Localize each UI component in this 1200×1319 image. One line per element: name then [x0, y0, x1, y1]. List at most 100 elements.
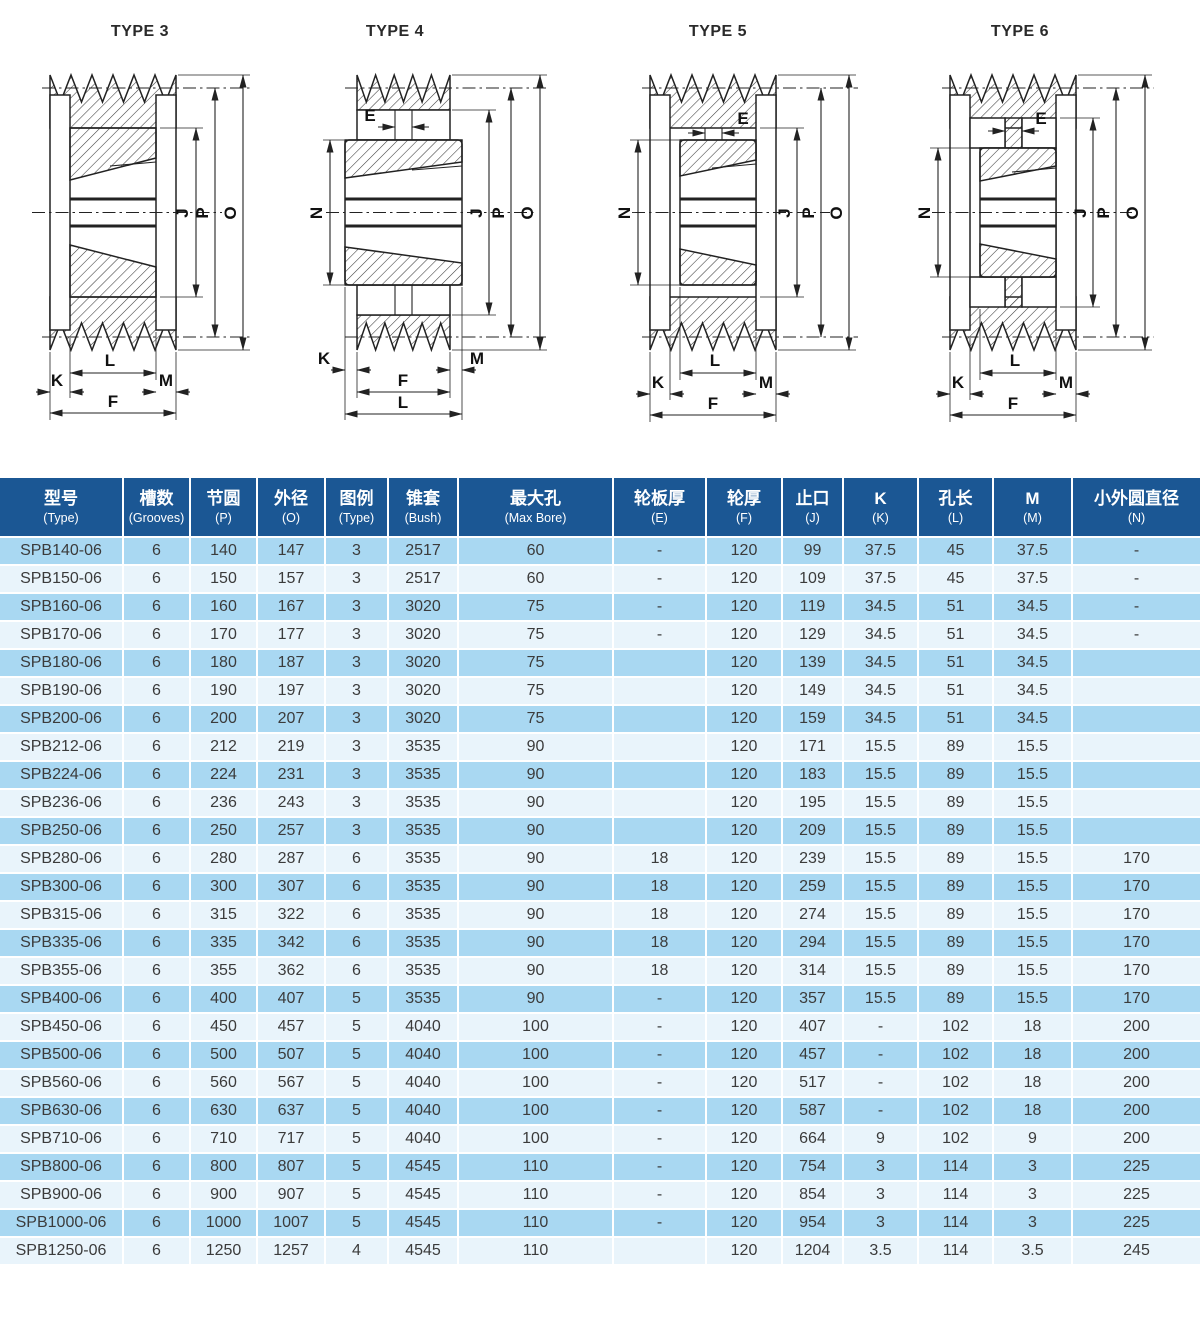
- table-cell: 89: [917, 760, 994, 790]
- dim-label-o: O: [1123, 206, 1142, 219]
- table-cell: 6: [122, 592, 191, 622]
- table-cell: 1204: [781, 1236, 844, 1266]
- column-header: 小外圆直径 (N): [1071, 478, 1200, 538]
- table-cell: 219: [256, 732, 326, 762]
- type-5-diagram: TYPE 5 E N: [600, 0, 900, 478]
- dim-label-n: N: [615, 207, 634, 219]
- table-cell: SPB335-06: [0, 928, 124, 958]
- table-cell: 3535: [387, 900, 459, 930]
- dim-label-l: L: [398, 393, 408, 412]
- dim-label-k: K: [318, 349, 331, 368]
- table-cell: 90: [457, 928, 614, 958]
- dim-label-f: F: [1008, 394, 1018, 413]
- table-cell: SPB212-06: [0, 732, 124, 762]
- table-cell: [1071, 788, 1200, 818]
- table-row: SPB900-06 6 900 907 5 4545 110-120 854 3 114 3 225: [0, 1180, 1200, 1210]
- type-6-drawing: TYPE 6: [915, 23, 1154, 422]
- table-cell: 2517: [387, 536, 459, 566]
- table-cell: 15.5: [992, 956, 1073, 986]
- table-cell: 954: [781, 1208, 844, 1238]
- table-cell: 3: [324, 676, 389, 706]
- dim-label-e: E: [364, 106, 375, 125]
- table-cell: 200: [189, 704, 258, 734]
- table-cell: [612, 760, 707, 790]
- dim-label-l: L: [710, 351, 720, 370]
- table-cell: 34.5: [992, 704, 1073, 734]
- table-cell: SPB300-06: [0, 872, 124, 902]
- table-cell: SPB250-06: [0, 816, 124, 846]
- dim-label-j: J: [1071, 208, 1090, 217]
- table-cell: 90: [457, 844, 614, 874]
- table-cell: [1071, 760, 1200, 790]
- dim-label-l: L: [1010, 351, 1020, 370]
- table-row: SPB200-06 6 200 207 3 3020 75 120 159 34.5 51 34.5: [0, 704, 1200, 734]
- table-cell: 120: [705, 816, 783, 846]
- table-cell: 102: [917, 1096, 994, 1126]
- table-cell: 207: [256, 704, 326, 734]
- table-cell: SPB900-06: [0, 1180, 124, 1210]
- table-cell: 3: [324, 592, 389, 622]
- table-cell: 120: [705, 648, 783, 678]
- table-cell: 212: [189, 732, 258, 762]
- table-cell: 102: [917, 1012, 994, 1042]
- table-cell: 140: [189, 536, 258, 566]
- table-cell: SPB180-06: [0, 648, 124, 678]
- table-cell: 5: [324, 1012, 389, 1042]
- table-cell: SPB224-06: [0, 760, 124, 790]
- table-cell: 167: [256, 592, 326, 622]
- table-row: SPB400-06 6 400 407 5 3535 90-120 357 15.5 89 15.5…: [0, 984, 1200, 1014]
- table-cell: 100: [457, 1040, 614, 1070]
- table-cell: 18: [612, 900, 707, 930]
- table-cell: 200: [1071, 1124, 1200, 1154]
- table-cell: 3535: [387, 984, 459, 1014]
- table-cell: 15.5: [842, 760, 919, 790]
- table-cell: 4545: [387, 1208, 459, 1238]
- table-cell: 170: [1071, 844, 1200, 874]
- table-cell: 37.5: [992, 536, 1073, 566]
- table-cell: 109: [781, 564, 844, 594]
- table-cell: 6: [122, 1208, 191, 1238]
- table-cell: 245: [1071, 1236, 1200, 1266]
- table-cell: 243: [256, 788, 326, 818]
- table-cell: 259: [781, 872, 844, 902]
- dim-label-f: F: [398, 371, 408, 390]
- table-cell: -: [1071, 592, 1200, 622]
- table-cell: 100: [457, 1096, 614, 1126]
- table-cell: -: [842, 1068, 919, 1098]
- column-header: 轮厚 (F): [705, 478, 783, 538]
- table-cell: 90: [457, 956, 614, 986]
- table-cell: 51: [917, 648, 994, 678]
- table-cell: 5: [324, 1208, 389, 1238]
- table-cell: 120: [705, 872, 783, 902]
- table-cell: 231: [256, 760, 326, 790]
- table-cell: 120: [705, 788, 783, 818]
- table-cell: 3535: [387, 788, 459, 818]
- column-header: 槽数 (Grooves): [122, 478, 191, 538]
- dim-label-l: L: [105, 351, 115, 370]
- table-cell: 1257: [256, 1236, 326, 1266]
- table-cell: 3: [324, 816, 389, 846]
- table-cell: 287: [256, 844, 326, 874]
- table-cell: 280: [189, 844, 258, 874]
- table-cell: 15.5: [842, 984, 919, 1014]
- table-cell: 120: [705, 1180, 783, 1210]
- table-cell: 187: [256, 648, 326, 678]
- table-cell: -: [612, 1152, 707, 1182]
- table-cell: 239: [781, 844, 844, 874]
- table-row: SPB160-06 6 160 167 3 3020 75-120 119 34.5 51 34.5…: [0, 592, 1200, 622]
- table-cell: 90: [457, 984, 614, 1014]
- table-cell: 800: [189, 1152, 258, 1182]
- dimension-annotations: E N J P O K M F L: [307, 74, 547, 420]
- table-cell: 200: [1071, 1012, 1200, 1042]
- table-cell: 18: [612, 872, 707, 902]
- table-cell: 507: [256, 1040, 326, 1070]
- table-cell: 120: [705, 984, 783, 1014]
- table-cell: 120: [705, 620, 783, 650]
- table-cell: 4040: [387, 1012, 459, 1042]
- table-row: SPB170-06 6 170 177 3 3020 75-120 129 34.5 51 34.5…: [0, 620, 1200, 650]
- dim-label-e: E: [1035, 109, 1046, 128]
- table-cell: 2517: [387, 564, 459, 594]
- table-cell: 3.5: [842, 1236, 919, 1266]
- table-cell: -: [612, 1012, 707, 1042]
- table-cell: 15.5: [842, 956, 919, 986]
